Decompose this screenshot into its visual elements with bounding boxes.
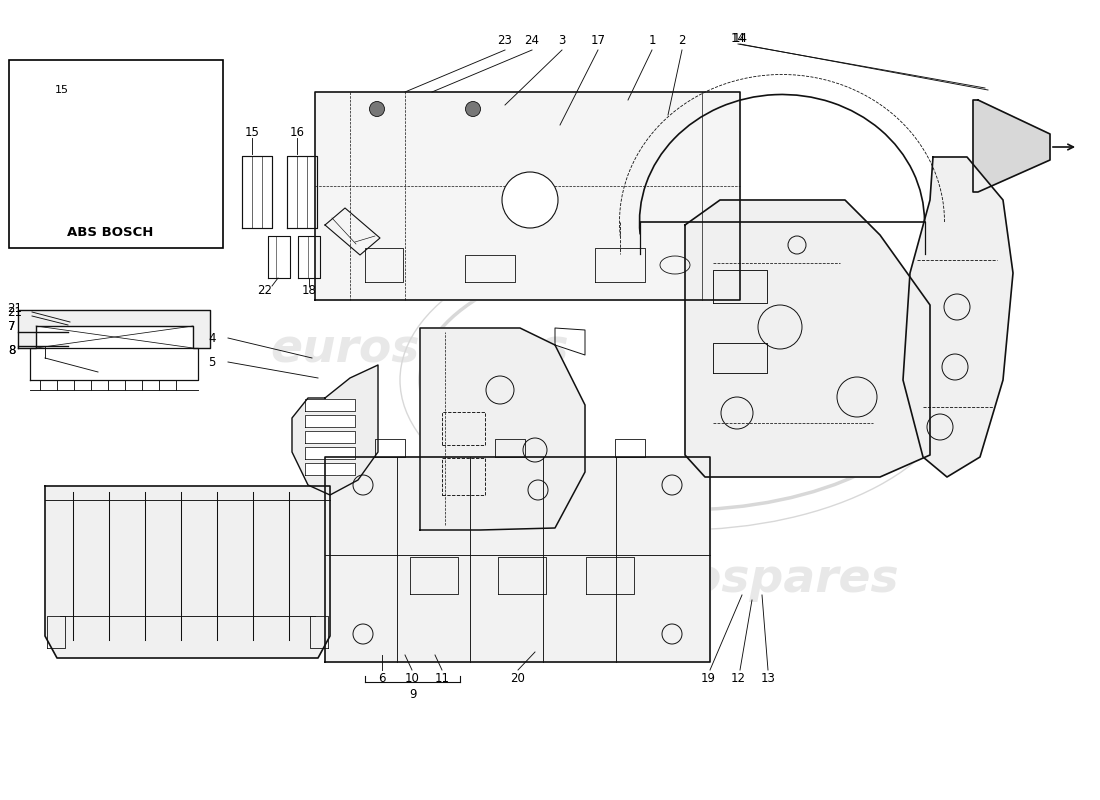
Text: 21: 21: [8, 302, 22, 314]
Text: 10: 10: [405, 671, 419, 685]
Polygon shape: [298, 236, 320, 278]
Text: 18: 18: [301, 283, 317, 297]
Text: 1: 1: [648, 34, 656, 46]
Polygon shape: [46, 112, 66, 155]
Text: 23: 23: [497, 34, 513, 46]
Text: 7: 7: [9, 319, 15, 333]
Text: 7: 7: [9, 319, 15, 333]
Text: 11: 11: [434, 671, 450, 685]
Text: 19: 19: [701, 671, 715, 685]
FancyBboxPatch shape: [9, 60, 223, 248]
Text: 8: 8: [9, 343, 15, 357]
Text: 17: 17: [591, 34, 605, 46]
Text: ABS BOSCH: ABS BOSCH: [67, 226, 153, 239]
Text: 20: 20: [510, 671, 526, 685]
Text: 16: 16: [289, 126, 305, 138]
Polygon shape: [324, 457, 710, 662]
Polygon shape: [242, 156, 272, 228]
Polygon shape: [324, 208, 380, 255]
Text: 2: 2: [679, 34, 685, 46]
Text: 8: 8: [9, 343, 15, 357]
Text: 3: 3: [559, 34, 565, 46]
Polygon shape: [120, 102, 136, 108]
Polygon shape: [305, 399, 355, 411]
Text: 24: 24: [525, 34, 539, 46]
Text: 4: 4: [208, 331, 216, 345]
Circle shape: [465, 102, 481, 117]
Polygon shape: [903, 157, 1013, 477]
Polygon shape: [39, 155, 158, 170]
Polygon shape: [113, 102, 127, 155]
Text: 22: 22: [257, 283, 273, 297]
Polygon shape: [305, 431, 355, 443]
Polygon shape: [287, 156, 317, 228]
Text: 5: 5: [208, 355, 216, 369]
Polygon shape: [305, 463, 355, 475]
Polygon shape: [420, 328, 585, 530]
Text: 15: 15: [55, 85, 69, 95]
Text: eurospares: eurospares: [601, 558, 900, 602]
Polygon shape: [10, 158, 38, 168]
Polygon shape: [315, 92, 740, 300]
Polygon shape: [30, 348, 198, 380]
Polygon shape: [292, 365, 378, 495]
Text: 13: 13: [760, 671, 775, 685]
Circle shape: [502, 172, 558, 228]
Polygon shape: [18, 310, 210, 348]
Text: 21: 21: [8, 306, 22, 318]
Text: 6: 6: [378, 671, 386, 685]
Polygon shape: [305, 447, 355, 459]
Circle shape: [370, 102, 385, 117]
Text: 12: 12: [730, 671, 746, 685]
Text: eurospares: eurospares: [271, 327, 570, 373]
Text: 14: 14: [733, 31, 748, 45]
Polygon shape: [685, 200, 929, 477]
Polygon shape: [45, 486, 330, 658]
Text: 15: 15: [244, 126, 260, 138]
Polygon shape: [268, 236, 290, 278]
Polygon shape: [305, 415, 355, 427]
Polygon shape: [974, 100, 1050, 192]
Text: 14: 14: [730, 31, 746, 45]
Text: 9: 9: [409, 689, 416, 702]
